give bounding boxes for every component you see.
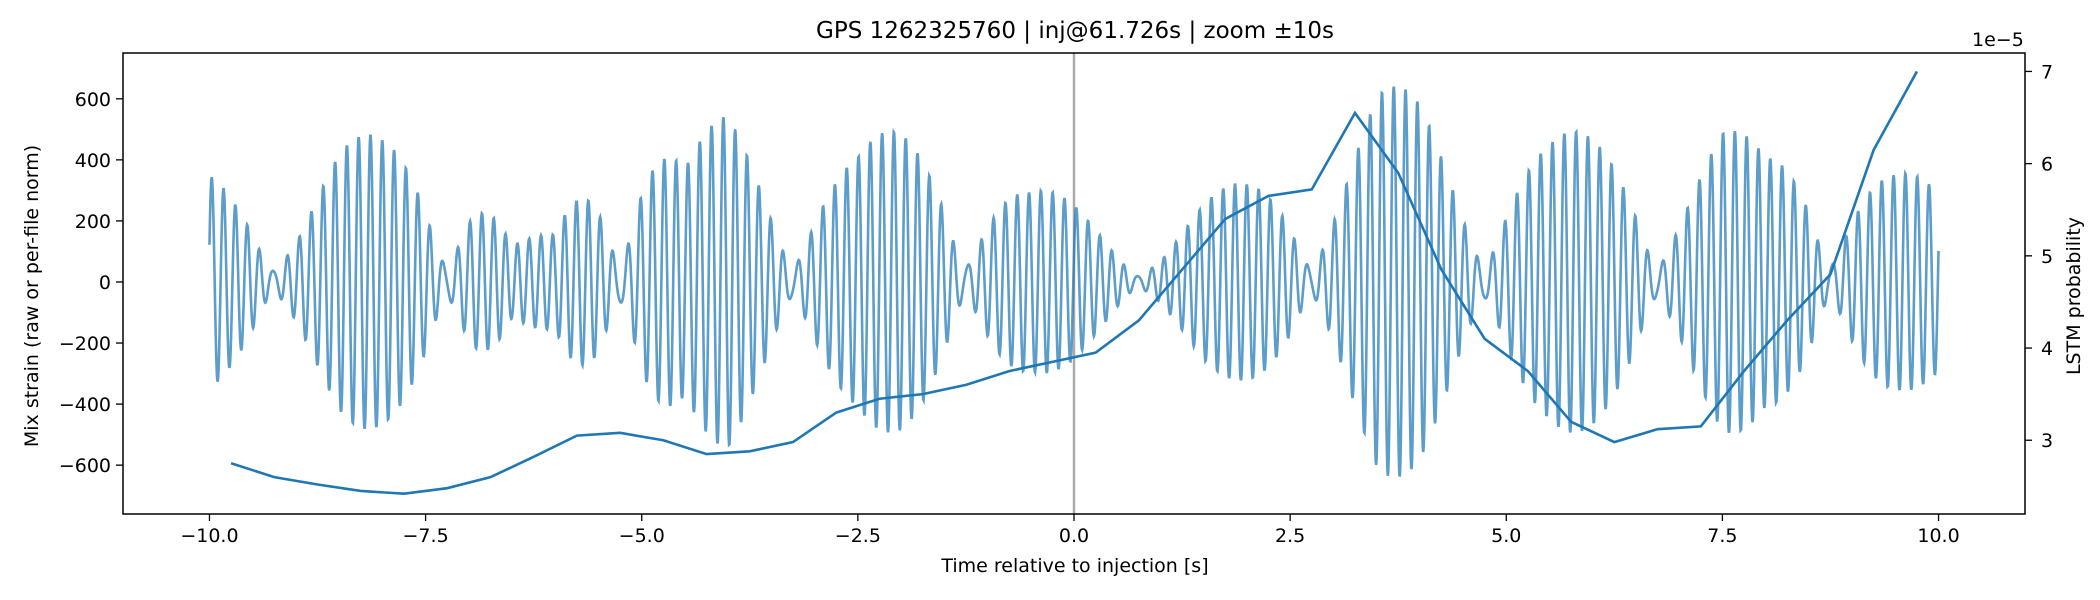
y2-tick-label: 7 [2041,61,2053,83]
y-tick-label: −200 [59,333,111,355]
x-tick-label: −7.5 [403,525,449,547]
x-tick-label: 2.5 [1275,525,1305,547]
x-tick-label: 0.0 [1059,525,1089,547]
x-tick-label: −2.5 [835,525,881,547]
chart-title: GPS 1262325760 | inj@61.726s | zoom ±10s [816,18,1334,44]
y-axis-label: Mix strain (raw or per-file norm) [21,145,43,447]
x-tick-label: −10.0 [180,525,238,547]
x-tick-label: −5.0 [619,525,665,547]
y-tick-label: 600 [75,89,111,111]
y2-tick-label: 4 [2041,338,2053,360]
x-tick-label: 10.0 [1917,525,1959,547]
y-tick-label: −600 [59,455,111,477]
plot-area: −10.0 −7.5 −5.0 −2.5 0.0 2.5 5.0 7.5 10.0 −600 −40… [59,52,2053,547]
y-tick-label: −400 [59,394,111,416]
y2-offset-text: 1e−5 [1972,29,2024,51]
y2-tick-label: 6 [2041,154,2053,176]
y2-tick-label: 5 [2041,246,2053,268]
x-tick-label: 7.5 [1707,525,1737,547]
y-tick-label: 200 [75,211,111,233]
y2-axis-label: LSTM probability [2063,217,2085,375]
y-tick-label: 400 [75,150,111,172]
x-axis-label: Time relative to injection [s] [940,555,1208,577]
strain-series-line [208,86,1940,477]
probability-series-line [230,70,1919,496]
y2-tick-label: 3 [2041,430,2053,452]
x-tick-label: 5.0 [1491,525,1521,547]
y-tick-label: 0 [99,272,111,294]
